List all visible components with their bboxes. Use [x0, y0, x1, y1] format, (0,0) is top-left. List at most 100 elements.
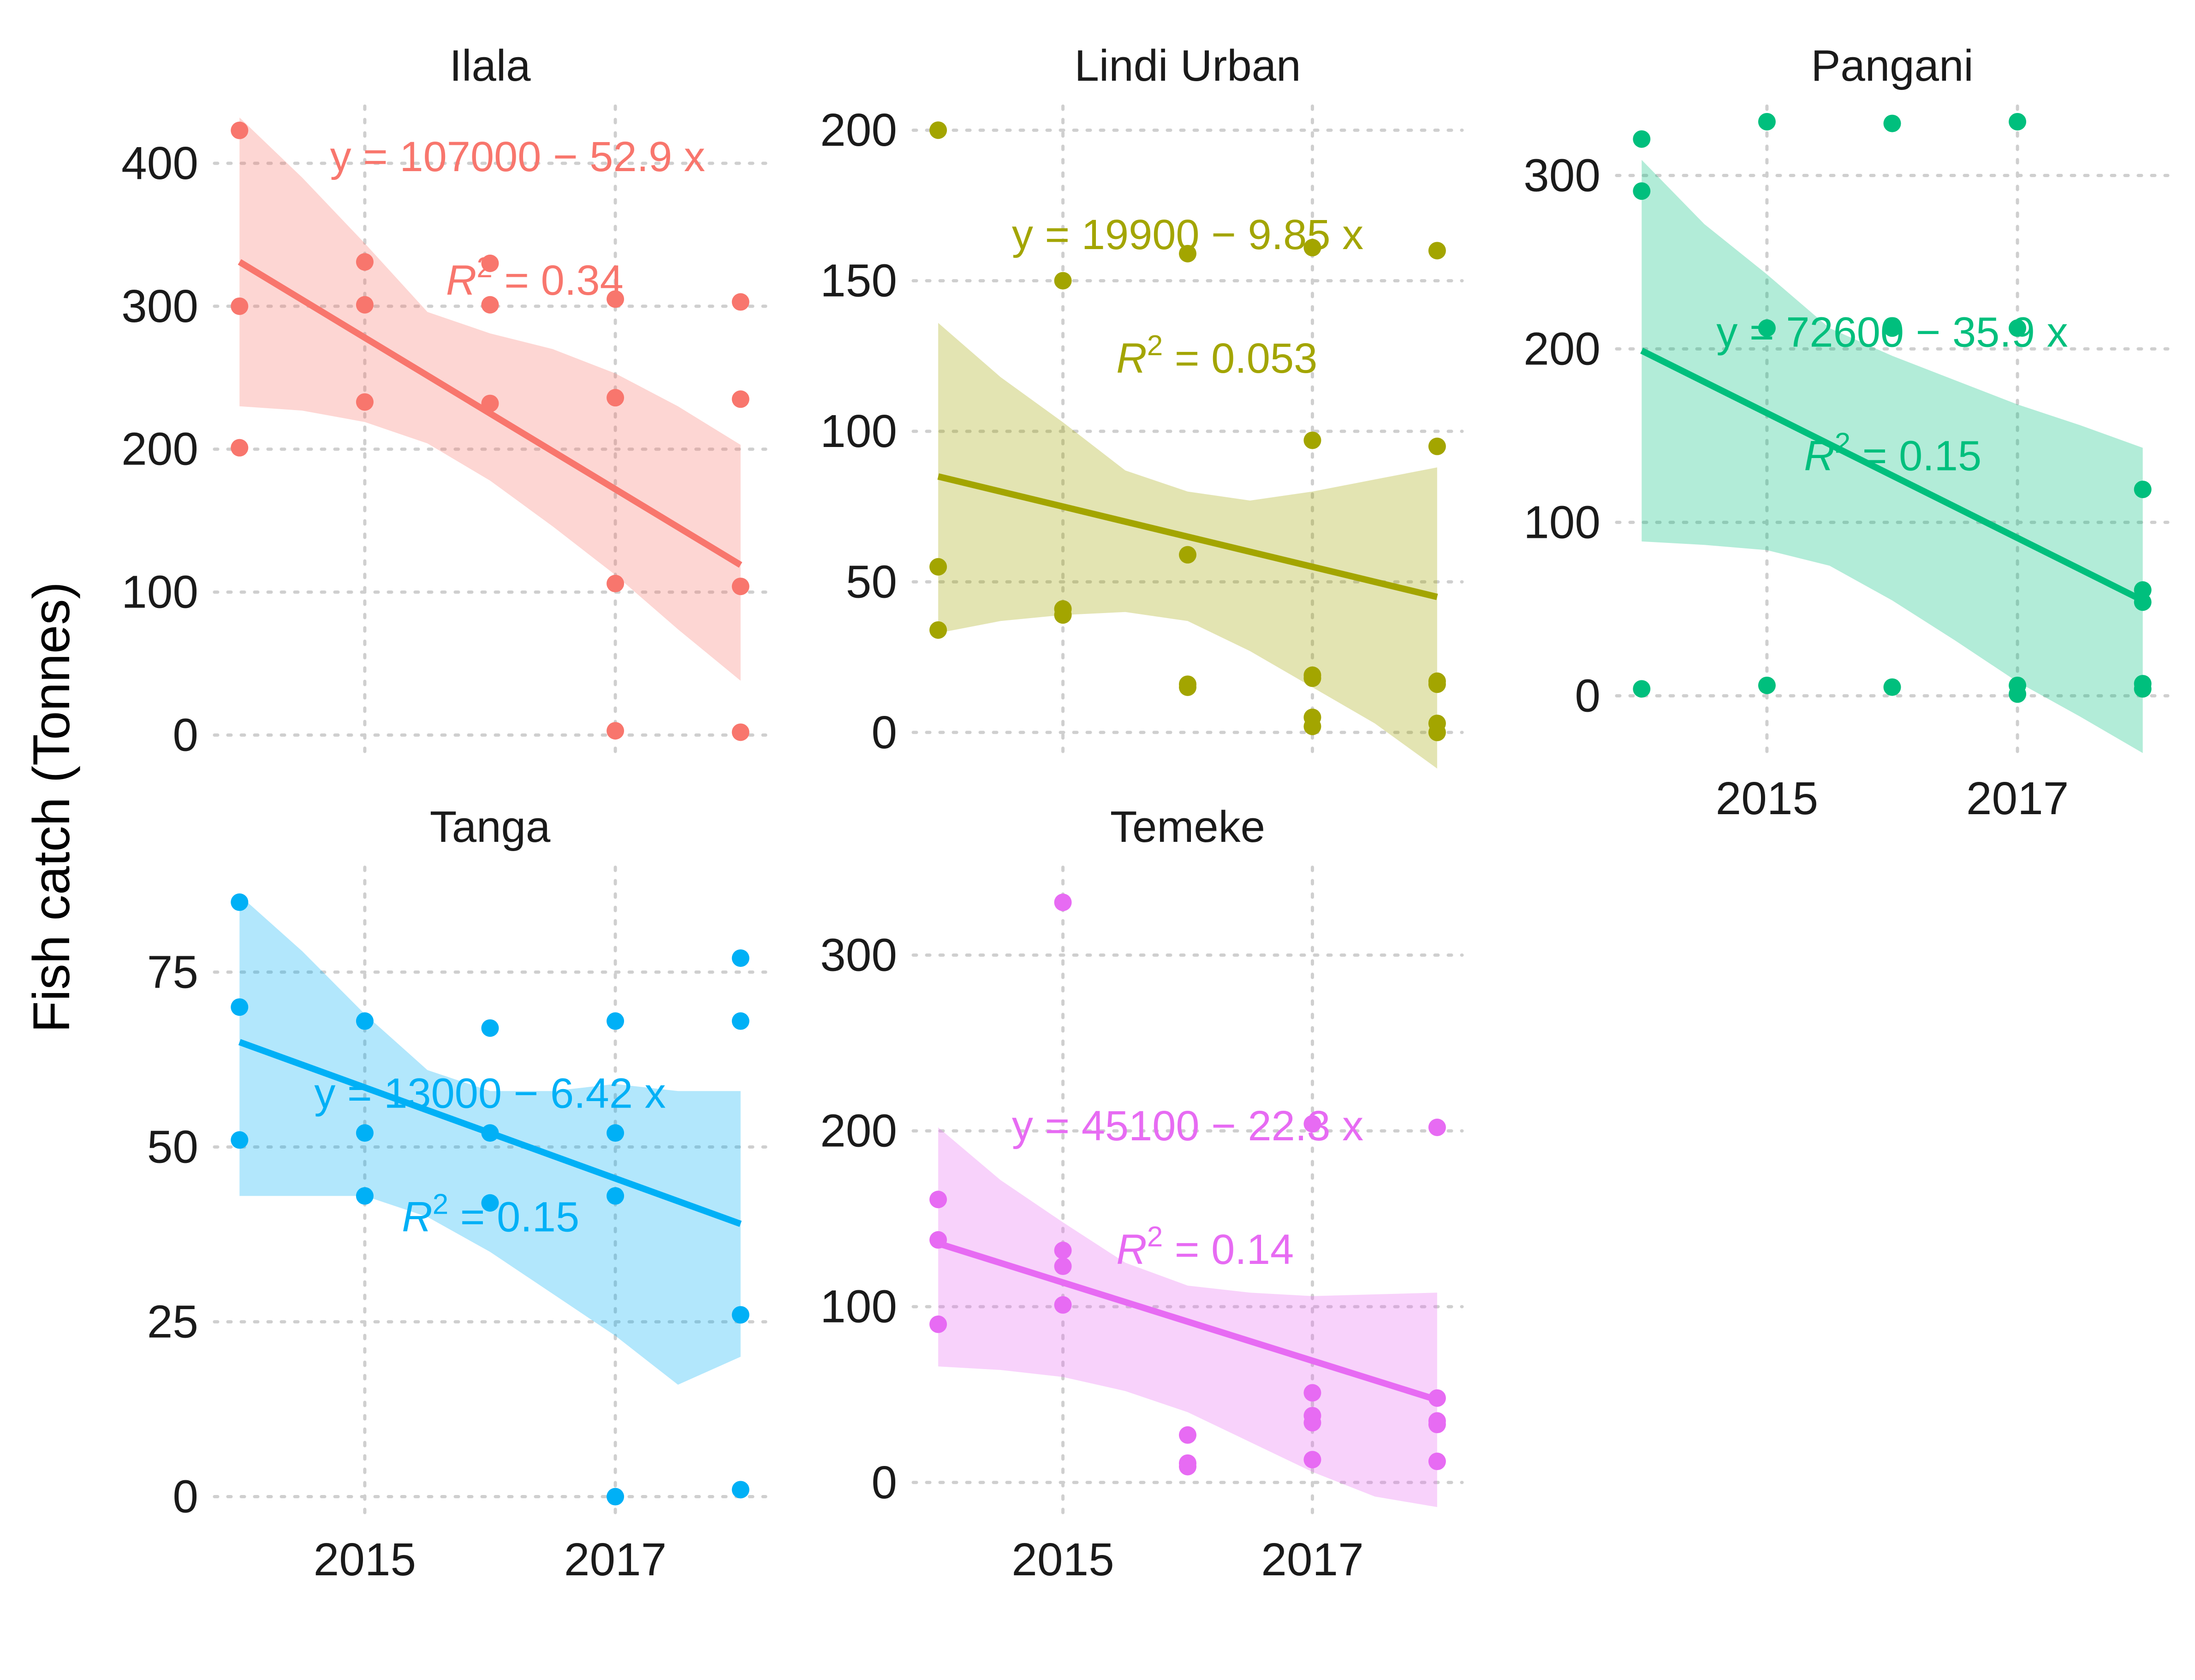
panel-title: Lindi Urban — [1075, 41, 1301, 90]
y-tick-label: 50 — [147, 1121, 198, 1173]
y-tick-label: 150 — [820, 255, 897, 307]
y-tick-label: 100 — [820, 405, 897, 457]
gridlines — [911, 865, 1464, 1519]
data-point — [2009, 319, 2027, 337]
data-point — [231, 439, 249, 457]
regression-equation: y = 72600 − 35.9 x — [1716, 309, 2068, 356]
data-point — [1303, 1115, 1321, 1133]
data-point — [356, 393, 374, 411]
r-squared-label: R2 = 0.053 — [1116, 330, 1317, 382]
confidence-band — [938, 323, 1437, 769]
y-tick-label: 75 — [147, 946, 198, 998]
data-point — [481, 254, 499, 272]
y-tick-label: 100 — [121, 566, 198, 618]
data-point — [1428, 1453, 1446, 1471]
r-squared-label: R2 = 0.14 — [1116, 1221, 1294, 1273]
data-point — [356, 1124, 374, 1142]
data-point — [1054, 272, 1072, 290]
x-tick-label: 2015 — [1011, 1534, 1114, 1585]
y-tick-label: 200 — [1523, 323, 1600, 375]
data-point — [929, 1315, 947, 1333]
panel-temeke: Temeke 0 100 200 300 2015 2017 y = 45100 − 22.3… — [820, 802, 1464, 1585]
data-point — [356, 1187, 374, 1205]
data-point — [2134, 480, 2152, 498]
x-tick-label: 2017 — [1966, 773, 2069, 824]
data-point — [1179, 546, 1196, 564]
data-point — [1303, 669, 1321, 687]
data-point — [231, 893, 249, 911]
data-point — [1054, 1257, 1072, 1275]
data-point — [732, 1306, 750, 1324]
data-point — [732, 578, 750, 596]
data-point — [1428, 723, 1446, 741]
data-point — [1428, 675, 1446, 693]
data-point — [2009, 685, 2027, 703]
data-point — [1758, 676, 1776, 694]
data-points — [929, 894, 1446, 1476]
y-tick-label: 0 — [871, 707, 897, 758]
data-point — [481, 1124, 499, 1142]
y-tick-label: 0 — [871, 1457, 897, 1508]
data-point — [607, 1488, 625, 1506]
facet-panels: Ilala 0 100 200 300 400 y = 107000 − 52.9 x R2 … — [121, 41, 2170, 1585]
x-tick-label: 2015 — [1716, 773, 1818, 824]
data-point — [356, 1012, 374, 1030]
data-point — [231, 1131, 249, 1149]
y-tick-label: 100 — [1523, 496, 1600, 548]
regression-line — [937, 473, 1438, 600]
y-axis-label: Fish catch (Tonnes) — [23, 582, 80, 1032]
regression-equation: y = 107000 − 52.9 x — [330, 133, 705, 180]
panel-title: Tanga — [430, 802, 551, 852]
data-point — [1428, 437, 1446, 455]
data-point — [607, 1012, 625, 1030]
regression-line — [238, 259, 743, 568]
y-tick-label: 200 — [121, 423, 198, 475]
data-point — [1428, 1389, 1446, 1407]
regression-equation: y = 19900 − 9.85 x — [1012, 211, 1363, 258]
panel-title: Temeke — [1110, 802, 1265, 852]
gridlines — [1615, 104, 2170, 758]
data-point — [607, 722, 625, 740]
data-point — [231, 297, 249, 315]
data-point — [481, 394, 499, 412]
data-point — [732, 1481, 750, 1499]
data-point — [2009, 113, 2027, 131]
data-points — [231, 893, 750, 1506]
data-point — [231, 998, 249, 1016]
data-point — [1054, 894, 1072, 911]
panel-lindi-urban: Lindi Urban 0 50 100 150 200 y = 19900 − 9.85 … — [820, 41, 1464, 769]
data-point — [1054, 1241, 1072, 1259]
data-point — [607, 1187, 625, 1205]
data-point — [481, 296, 499, 314]
data-point — [929, 121, 947, 139]
data-point — [1633, 182, 1651, 200]
data-point — [607, 1124, 625, 1142]
data-point — [929, 558, 947, 576]
data-point — [607, 575, 625, 593]
r-squared-label: R2 = 0.34 — [446, 252, 624, 304]
y-tick-label: 200 — [820, 1105, 897, 1157]
y-tick-label: 200 — [820, 104, 897, 156]
panel-pangani: Pangani 0 100 200 300 2015 2017 y = 72600 − 35.… — [1523, 41, 2170, 824]
x-tick-label: 2017 — [564, 1534, 666, 1585]
data-point — [929, 1191, 947, 1209]
data-point — [1883, 678, 1901, 696]
panel-title: Pangani — [1811, 41, 1973, 90]
data-point — [1303, 1384, 1321, 1402]
panel-tanga: Tanga 0 25 50 75 2015 2017 y = 13000 − 6.42 x R2… — [147, 802, 767, 1585]
data-point — [1179, 678, 1196, 696]
data-point — [607, 389, 625, 407]
x-tick-label: 2015 — [314, 1534, 416, 1585]
data-point — [1303, 431, 1321, 449]
y-tick-label: 0 — [173, 709, 198, 761]
data-point — [1303, 238, 1321, 256]
data-point — [929, 1231, 947, 1249]
data-points — [1633, 113, 2152, 703]
data-point — [1179, 1426, 1196, 1444]
panel-title: Ilala — [449, 41, 531, 90]
r-squared-label: R2 = 0.15 — [402, 1189, 579, 1241]
data-point — [1054, 1296, 1072, 1314]
y-tick-label: 0 — [1575, 670, 1600, 721]
data-point — [1758, 113, 1776, 131]
